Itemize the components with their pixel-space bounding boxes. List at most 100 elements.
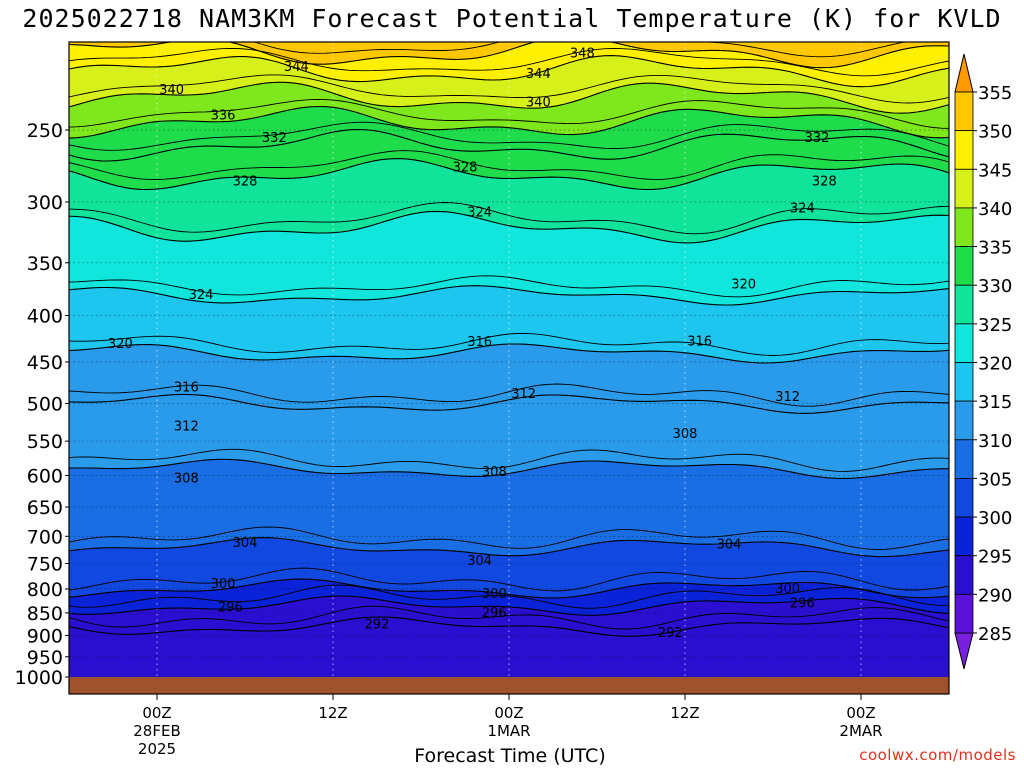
colorbar-swatch bbox=[954, 593, 974, 634]
colorbar-label: 315 bbox=[978, 392, 1012, 413]
contour-label: 332 bbox=[805, 131, 830, 146]
colorbar-label: 350 bbox=[978, 122, 1012, 143]
x-tick-label: 00Z bbox=[494, 704, 523, 722]
contour-label: 320 bbox=[731, 278, 756, 293]
isentrope-340 bbox=[69, 81, 949, 114]
x-axis-label: Forecast Time (UTC) bbox=[414, 745, 606, 767]
contour-label: 316 bbox=[687, 334, 712, 349]
isentrope-minor bbox=[252, 42, 908, 58]
contour-label: 308 bbox=[482, 465, 507, 480]
y-tick-label: 750 bbox=[27, 553, 63, 575]
isentrope-296 bbox=[69, 595, 949, 616]
colorbar-label: 330 bbox=[978, 276, 1012, 297]
colorbar-swatch bbox=[954, 439, 974, 479]
contour-label: 336 bbox=[211, 109, 236, 124]
isentrope-minor bbox=[69, 74, 949, 104]
ground-surface bbox=[69, 677, 949, 694]
contour-label: 304 bbox=[233, 536, 258, 551]
isentrope-332 bbox=[69, 128, 949, 162]
contour-label: 348 bbox=[570, 47, 595, 62]
temperature-band bbox=[69, 617, 949, 694]
colorbar-swatch bbox=[954, 478, 974, 518]
contour-label: 316 bbox=[174, 380, 199, 395]
isentrope-336 bbox=[69, 105, 949, 139]
contour-label: 312 bbox=[511, 387, 536, 402]
colorbar-label: 340 bbox=[978, 199, 1012, 220]
contour-label: 344 bbox=[284, 60, 309, 75]
y-tick-label: 250 bbox=[27, 120, 63, 142]
contour-label: 300 bbox=[482, 587, 507, 602]
colorbar-label: 355 bbox=[978, 83, 1012, 104]
contour-label: 292 bbox=[658, 626, 683, 641]
contour-label: 292 bbox=[365, 617, 390, 632]
isentrope-minor bbox=[69, 526, 949, 550]
isentrope-324 bbox=[69, 210, 949, 244]
colorbar-swatch bbox=[954, 555, 974, 595]
colorbar-label: 285 bbox=[978, 624, 1012, 645]
isentrope-minor bbox=[69, 567, 949, 592]
pressure-axis: 2503003504004505005506006507007508008509… bbox=[15, 120, 69, 689]
isentrope-minor bbox=[69, 98, 949, 129]
colorbar-swatch bbox=[954, 130, 974, 170]
y-tick-label: 850 bbox=[27, 603, 63, 625]
colorbar-swatch bbox=[954, 284, 974, 325]
contour-label: 312 bbox=[174, 420, 199, 435]
colorbar-label: 320 bbox=[978, 354, 1012, 375]
contour-label: 328 bbox=[812, 175, 837, 190]
contour-labels: 340 344 336 332 328 324 320 316 312 308 304 300 296 2… bbox=[108, 47, 837, 642]
contour-label: 308 bbox=[174, 472, 199, 487]
x-tick-date: 1MAR bbox=[487, 722, 530, 740]
colorbar-swatch bbox=[954, 323, 974, 363]
y-tick-label: 800 bbox=[27, 579, 63, 601]
contour-label: 316 bbox=[467, 335, 492, 350]
colorbar-label: 305 bbox=[978, 469, 1012, 490]
contour-label: 328 bbox=[453, 161, 478, 176]
colorbar-swatch bbox=[954, 91, 974, 132]
y-tick-label: 350 bbox=[27, 253, 63, 275]
y-tick-label: 900 bbox=[27, 625, 63, 647]
y-tick-label: 650 bbox=[27, 497, 63, 519]
isentrope-300 bbox=[69, 578, 949, 599]
y-tick-label: 450 bbox=[27, 352, 63, 374]
colorbar-label: 325 bbox=[978, 315, 1012, 336]
colorbar-label: 300 bbox=[978, 508, 1012, 529]
isentrope-minor bbox=[69, 383, 949, 407]
contour-label: 324 bbox=[189, 288, 214, 303]
contour-label: 312 bbox=[775, 390, 800, 405]
contour-label: 340 bbox=[159, 83, 184, 98]
y-tick-label: 400 bbox=[27, 305, 63, 327]
contour-label: 296 bbox=[218, 600, 243, 615]
colorbar-swatch bbox=[954, 362, 974, 402]
isentrope-minor bbox=[69, 448, 949, 472]
colorbar-swatch bbox=[954, 246, 974, 286]
x-tick-date: 28FEB bbox=[133, 722, 180, 740]
isentrope-minor bbox=[69, 150, 949, 180]
isentrope-minor bbox=[69, 47, 949, 77]
y-tick-label: 950 bbox=[27, 647, 63, 669]
colorbar-label: 310 bbox=[978, 431, 1012, 452]
isentrope-348 bbox=[69, 42, 949, 69]
colorbar-label: 295 bbox=[978, 547, 1012, 568]
isentrope-312 bbox=[69, 393, 949, 414]
y-tick-label: 500 bbox=[27, 394, 63, 416]
x-tick-label: 00Z bbox=[142, 704, 171, 722]
isentrope-304 bbox=[69, 537, 949, 558]
x-tick-label: 12Z bbox=[318, 704, 347, 722]
isentrope-328 bbox=[69, 158, 949, 191]
colorbar-arrow-top bbox=[954, 53, 974, 93]
contour-label: 296 bbox=[790, 596, 815, 611]
contour-label: 296 bbox=[482, 606, 507, 621]
contour-label: 332 bbox=[262, 131, 287, 146]
contour-label: 308 bbox=[673, 427, 698, 442]
contour-label: 324 bbox=[790, 201, 815, 216]
isentrope-contours bbox=[69, 42, 949, 637]
isentrope-316 bbox=[69, 343, 949, 364]
colorbar-swatch bbox=[954, 207, 974, 247]
site-credit[interactable]: coolwx.com/models bbox=[859, 746, 1016, 764]
isentrope-344 bbox=[69, 55, 949, 88]
isentrope-minor bbox=[69, 121, 949, 151]
colorbar-swatch bbox=[954, 400, 974, 441]
y-tick-label: 700 bbox=[27, 526, 63, 548]
